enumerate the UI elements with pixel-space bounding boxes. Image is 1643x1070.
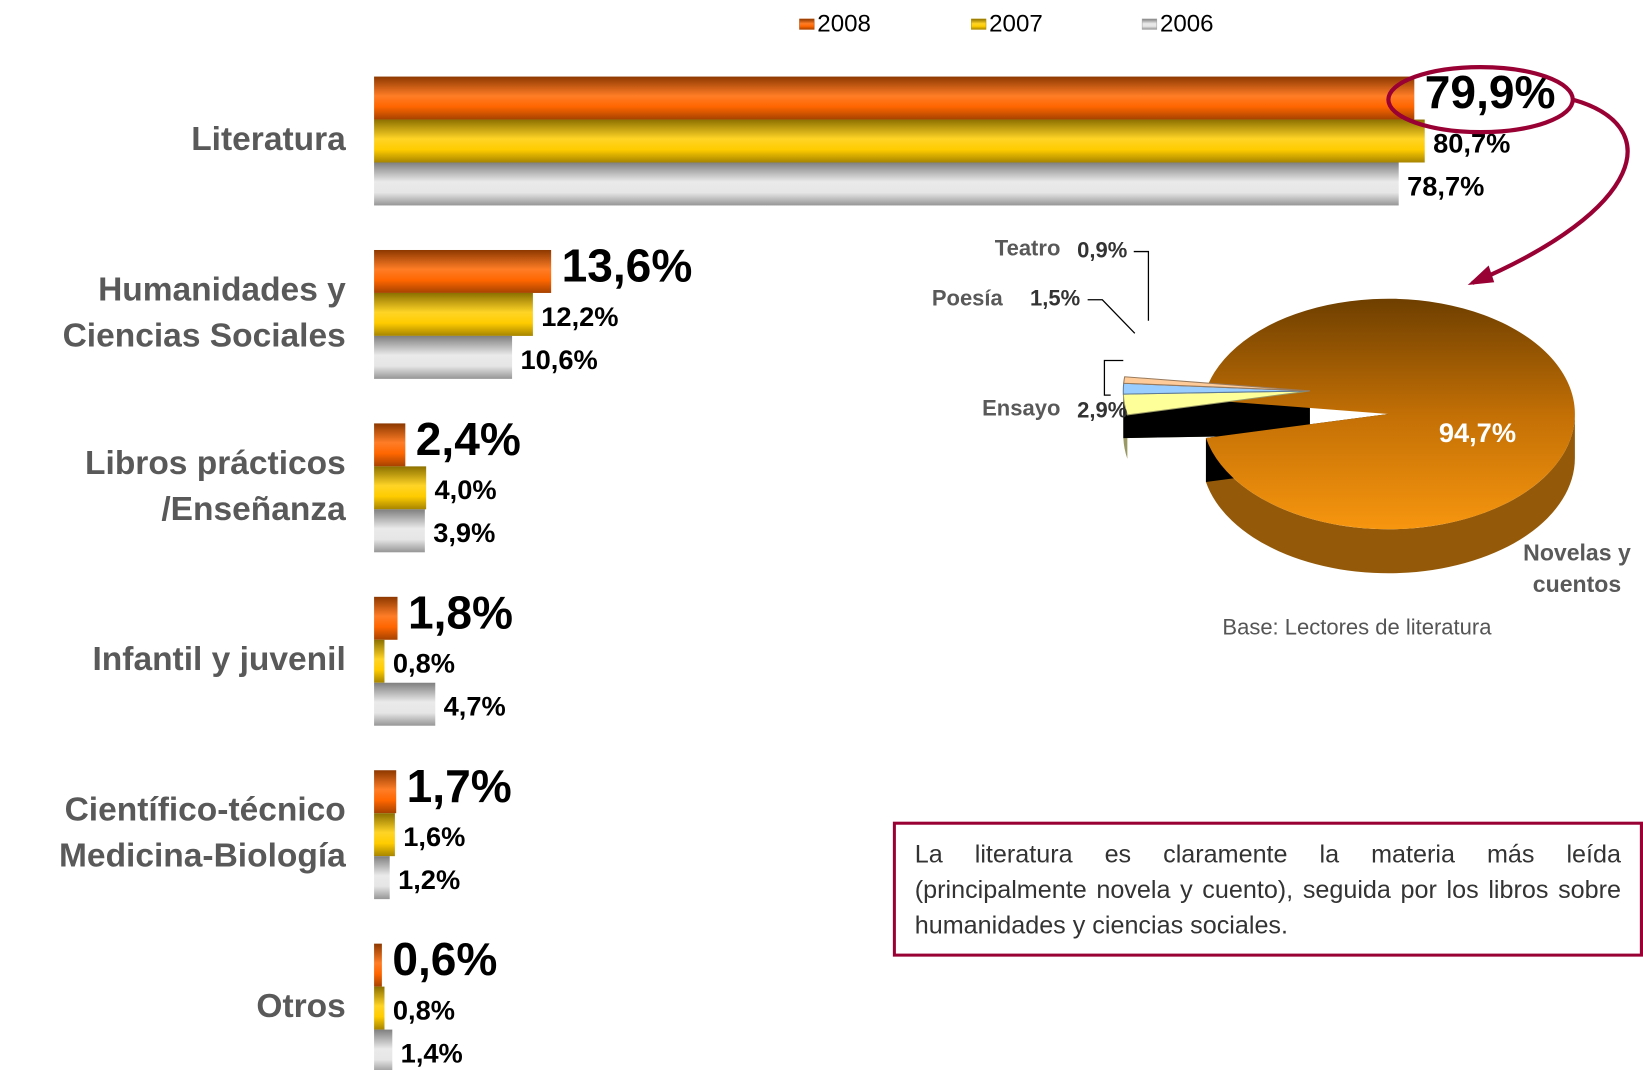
pie-slice	[1123, 376, 1310, 392]
value-label: 0,6%	[392, 933, 497, 985]
arrow	[1471, 97, 1630, 285]
bar	[374, 943, 382, 987]
value-label: 1,4%	[401, 1037, 463, 1068]
legend-swatch	[799, 18, 815, 30]
value-label: 1,7%	[407, 760, 512, 812]
value-label: 10,6%	[520, 344, 597, 375]
value-label: 4,0%	[435, 474, 497, 505]
bar	[374, 76, 1415, 120]
bar	[374, 466, 427, 510]
bar	[374, 509, 425, 553]
category-label: Científico-técnico Medicina-Biología	[59, 791, 346, 874]
category-label: Otros	[256, 988, 345, 1025]
note-box: La literatura es claramente la materia m…	[892, 821, 1643, 957]
bar	[374, 423, 406, 467]
leader-line	[1103, 359, 1124, 396]
bar	[374, 682, 436, 726]
pie-category-label: Novelas y cuentos	[1523, 539, 1631, 596]
value-label: 0,8%	[393, 648, 455, 679]
bar	[374, 292, 533, 336]
bar	[374, 1029, 393, 1070]
value-label: 0,8%	[393, 994, 455, 1025]
category-label: Literatura	[191, 121, 346, 158]
bar	[374, 986, 385, 1030]
leader-line	[1087, 299, 1136, 334]
value-label: 1,2%	[398, 864, 460, 895]
category-label: Humanidades y Ciencias Sociales	[63, 271, 347, 354]
value-label: 4,7%	[444, 691, 506, 722]
value-label: 2,4%	[416, 413, 521, 465]
legend-label: 2007	[989, 11, 1043, 38]
pie-note: Base: Lectores de literatura	[1222, 615, 1492, 640]
bar	[374, 856, 390, 900]
pie-value-label: 1,5%	[1030, 286, 1080, 311]
bar	[374, 813, 395, 857]
pie-category-label: Ensayo	[982, 396, 1060, 421]
bar	[374, 335, 513, 379]
pie-value-label: 0,9%	[1077, 237, 1127, 262]
value-label: 12,2%	[541, 301, 618, 332]
legend-label: 2006	[1160, 11, 1214, 38]
value-label: 13,6%	[562, 240, 693, 292]
pie-slice	[1203, 298, 1575, 530]
arrow-head	[1467, 265, 1495, 286]
pie-value-label: 94,7%	[1439, 417, 1516, 448]
category-label: Libros prácticos/Enseñanza	[85, 445, 346, 528]
bar	[374, 770, 397, 814]
value-label: 3,9%	[433, 517, 495, 548]
bar	[374, 119, 1425, 163]
leader-line	[1133, 250, 1150, 321]
bar	[374, 162, 1399, 206]
legend-label: 2008	[817, 11, 871, 38]
pie-slice-side	[1205, 413, 1575, 574]
pie-category-label: Poesía	[932, 286, 1004, 311]
category-label: Infantil y juvenil	[93, 641, 346, 678]
legend-swatch	[971, 18, 987, 30]
bar	[374, 639, 385, 683]
value-label: 78,7%	[1407, 170, 1484, 201]
value-label: 1,8%	[408, 586, 513, 638]
bar	[374, 249, 552, 293]
pie-category-label: Teatro	[995, 235, 1061, 260]
legend-swatch	[1141, 18, 1158, 30]
value-label: 1,6%	[403, 821, 465, 852]
bar	[374, 596, 398, 640]
note-text: La literatura es claramente la materia m…	[892, 821, 1643, 957]
pie-value-label: 2,9%	[1077, 398, 1127, 423]
